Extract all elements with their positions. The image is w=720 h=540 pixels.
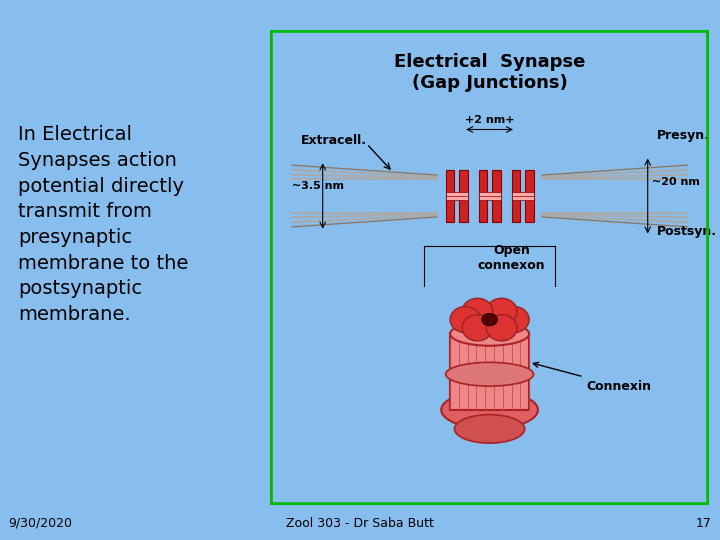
- Ellipse shape: [450, 307, 481, 333]
- Text: ~20 nm: ~20 nm: [652, 177, 700, 187]
- Text: Postsyn.: Postsyn.: [657, 225, 716, 238]
- Bar: [512, 170, 521, 222]
- Text: +2 nm+: +2 nm+: [465, 114, 514, 125]
- Ellipse shape: [486, 315, 517, 341]
- Text: In Electrical
Synapses action
potential directly
transmit from
presynaptic
membr: In Electrical Synapses action potential …: [18, 125, 189, 324]
- Ellipse shape: [498, 307, 529, 333]
- Ellipse shape: [446, 362, 534, 386]
- Bar: [446, 170, 454, 222]
- Bar: [446, 192, 468, 200]
- Text: Connexin: Connexin: [534, 362, 651, 393]
- Text: Zool 303 - Dr Saba Butt: Zool 303 - Dr Saba Butt: [286, 517, 434, 530]
- Text: 17: 17: [696, 517, 712, 530]
- Bar: [459, 170, 468, 222]
- Bar: [525, 170, 534, 222]
- Text: 9/30/2020: 9/30/2020: [8, 517, 72, 530]
- Bar: [512, 192, 534, 200]
- Ellipse shape: [454, 415, 525, 443]
- Bar: [492, 170, 500, 222]
- Ellipse shape: [462, 315, 493, 341]
- Text: Electrical  Synapse
(Gap Junctions): Electrical Synapse (Gap Junctions): [394, 53, 585, 92]
- Text: Extracell.: Extracell.: [301, 134, 366, 147]
- Bar: [479, 170, 487, 222]
- Text: ~3.5 nm: ~3.5 nm: [292, 181, 344, 191]
- Bar: [479, 192, 500, 200]
- Ellipse shape: [441, 391, 538, 429]
- Ellipse shape: [450, 322, 529, 346]
- Ellipse shape: [486, 298, 517, 325]
- Text: Presyn.: Presyn.: [657, 130, 709, 143]
- Ellipse shape: [482, 314, 498, 326]
- Text: Open
connexon: Open connexon: [478, 244, 545, 272]
- Bar: [450, 334, 529, 410]
- Ellipse shape: [462, 298, 493, 325]
